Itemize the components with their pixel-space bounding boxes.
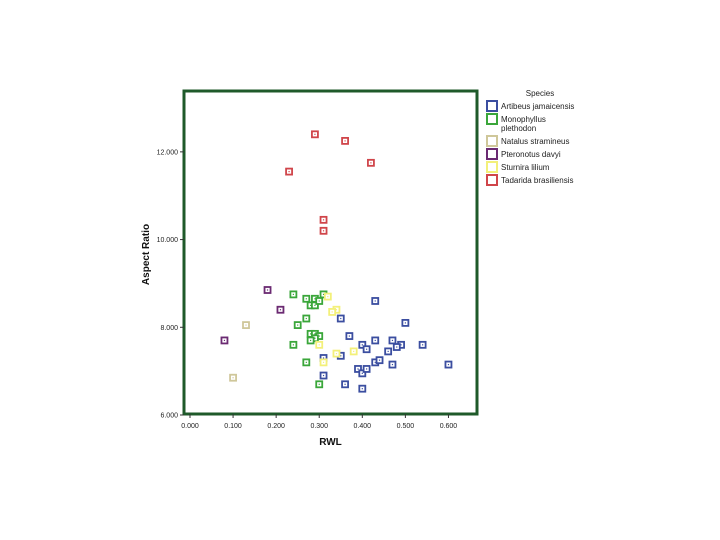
legend-swatch — [486, 174, 498, 186]
legend-label: Natalus stramineus — [501, 137, 569, 146]
data-point — [289, 340, 298, 349]
x-tick-label: 0.000 — [181, 423, 199, 430]
y-tick-label: 12.000 — [157, 149, 179, 156]
data-point — [362, 365, 371, 373]
data-point — [444, 360, 453, 369]
data-point — [401, 318, 410, 327]
x-tick-label: 0.400 — [354, 423, 372, 430]
x-tick-label: 0.600 — [440, 423, 458, 430]
data-point — [319, 226, 328, 235]
data-point — [362, 345, 371, 354]
plot-frame — [182, 89, 479, 416]
legend: Species Artibeus jamaicensis Monophyllusp… — [486, 89, 574, 186]
data-point — [285, 167, 293, 176]
data-points — [220, 130, 453, 393]
x-tick-label: 0.300 — [310, 423, 328, 430]
data-point — [367, 158, 375, 167]
data-point — [349, 347, 358, 356]
data-point — [311, 301, 319, 310]
data-point — [371, 297, 380, 305]
data-point — [341, 136, 349, 145]
data-point — [319, 215, 328, 224]
legend-label: plethodon — [501, 124, 536, 133]
legend-title: Species — [526, 89, 554, 98]
legend-label: Pteronotus davyi — [501, 150, 561, 159]
data-point — [354, 365, 362, 373]
data-point — [289, 290, 298, 299]
data-point — [358, 369, 367, 378]
legend-swatch — [486, 113, 498, 125]
data-point — [276, 305, 285, 314]
y-tick-label: 10.000 — [157, 237, 179, 244]
data-point — [332, 349, 341, 358]
data-point — [388, 360, 397, 369]
data-point — [302, 314, 311, 323]
data-point — [220, 336, 229, 345]
data-point — [388, 336, 397, 345]
data-point — [418, 340, 427, 349]
data-point — [315, 380, 324, 389]
y-axis: 6.000 8.000 10.000 12.000 — [157, 149, 184, 420]
data-point — [358, 384, 367, 393]
data-point — [392, 343, 401, 351]
data-point — [229, 373, 237, 382]
data-point — [384, 347, 393, 356]
y-axis-title: Aspect Ratio — [141, 224, 152, 285]
data-point — [328, 308, 337, 316]
legend-swatch — [486, 161, 498, 173]
data-point — [319, 358, 328, 367]
legend-item: Natalus stramineus — [486, 135, 569, 147]
data-point — [302, 294, 311, 303]
legend-swatch — [486, 135, 498, 147]
data-point — [293, 321, 302, 329]
legend-item: Tadarida brasiliensis — [486, 174, 573, 186]
data-point — [323, 292, 332, 301]
y-tick-label: 6.000 — [160, 413, 178, 420]
y-tick-label: 8.000 — [160, 325, 178, 332]
legend-label: Artibeus jamaicensis — [501, 102, 574, 111]
x-axis-title: RWL — [319, 437, 342, 448]
x-tick-label: 0.200 — [267, 423, 285, 430]
legend-label: Monophyllus — [501, 115, 546, 124]
data-point — [242, 321, 250, 329]
data-point — [358, 340, 367, 349]
data-point — [306, 336, 315, 345]
x-axis: 0.000 0.100 0.200 0.300 0.400 0.500 0.600 — [181, 414, 457, 430]
legend-swatch — [486, 148, 498, 160]
data-point — [315, 340, 324, 349]
data-point — [315, 297, 324, 305]
data-point — [375, 356, 384, 365]
legend-label: Sturnira lilium — [501, 163, 550, 172]
legend-label: Tadarida brasiliensis — [501, 176, 573, 185]
legend-item: Sturnira lilium — [486, 161, 550, 173]
data-point — [319, 371, 328, 380]
x-tick-label: 0.100 — [224, 423, 242, 430]
data-point — [302, 358, 311, 367]
data-point — [336, 314, 345, 323]
legend-item: Pteronotus davyi — [486, 148, 561, 160]
x-tick-label: 0.500 — [397, 423, 415, 430]
data-point — [341, 380, 349, 389]
data-point — [311, 130, 319, 139]
data-point — [263, 286, 272, 294]
data-point — [371, 336, 380, 345]
data-point — [345, 332, 354, 340]
legend-item: Artibeus jamaicensis — [486, 100, 574, 112]
legend-swatch — [486, 100, 498, 112]
